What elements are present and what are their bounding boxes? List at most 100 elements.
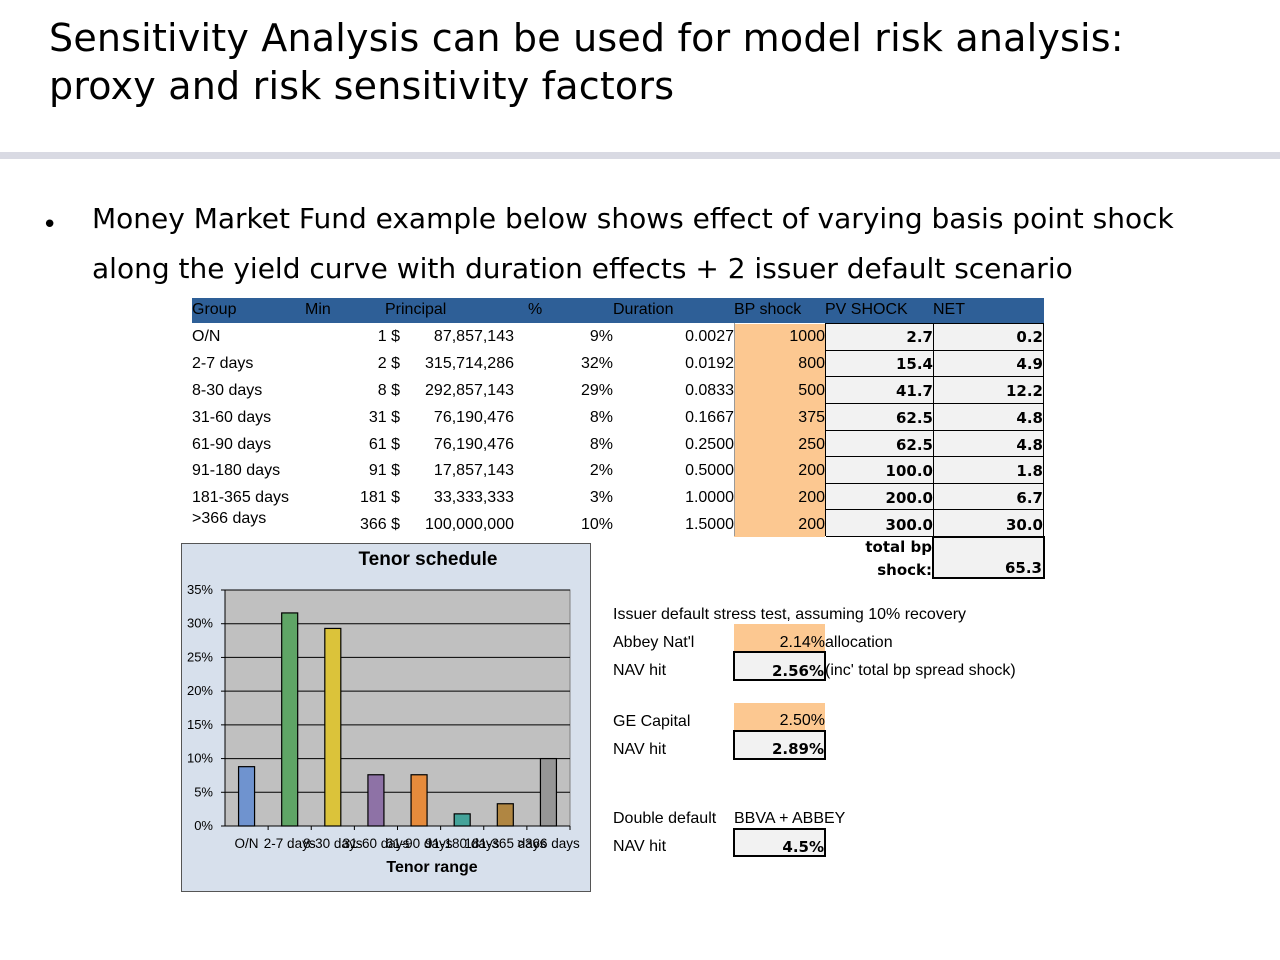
abbey-allocation: 2.14%: [779, 634, 825, 651]
grid-line: [734, 323, 735, 536]
table-cell-group: 61-90 days: [192, 436, 272, 453]
ge-nav-box: [733, 730, 826, 760]
header-principal: Principal: [385, 301, 447, 318]
x-tick-label: 8-30 days: [303, 836, 363, 851]
table-cell-duration: 1.5000: [685, 516, 734, 533]
table-cell-bp-shock: 200: [798, 489, 825, 506]
table-cell-duration: 0.2500: [685, 436, 734, 453]
total-label-line-2: shock:: [877, 561, 932, 579]
x-tick-label: 181-365 days: [464, 836, 546, 851]
double-nav-label: NAV hit: [613, 838, 667, 855]
title-divider: [0, 152, 1280, 159]
header-pv-shock: PV SHOCK: [825, 301, 908, 318]
table-cell-pv-shock: 62.5: [895, 436, 933, 454]
table-cell-group: 8-30 days: [192, 382, 263, 399]
table-cell-principal: 100,000,000: [425, 516, 514, 533]
table-cell-min: 91 $: [368, 462, 400, 479]
bp-shock-cell: [734, 484, 825, 511]
y-tick-label: 30%: [187, 616, 213, 631]
y-tick-label: 20%: [187, 683, 213, 698]
x-tick-label: 91-180 days: [425, 836, 500, 851]
table-cell-min: 366 $: [359, 516, 400, 533]
table-cell-pv-shock: 200.0: [885, 489, 933, 507]
pv-net-cell-bg: [826, 405, 1044, 432]
chart-title: Tenor schedule: [358, 549, 498, 570]
table-cell-min: 8 $: [377, 382, 400, 399]
grid-line: [826, 509, 1044, 510]
abbey-nav-bg: [734, 652, 825, 680]
grid-line: [826, 456, 1044, 457]
chart-x-axis-title: Tenor range: [386, 859, 478, 876]
table-cell-min: 2 $: [377, 355, 400, 372]
table-cell-net: 30.0: [1005, 516, 1043, 534]
ge-nav-hit: 2.89%: [771, 740, 824, 758]
stress-heading: Issuer default stress test, assuming 10%…: [613, 606, 967, 623]
grid-line: [825, 323, 826, 536]
bp-shock-cell: [734, 431, 825, 458]
table-cell-duration: 0.0027: [685, 328, 734, 345]
bar: [496, 803, 514, 827]
grid-line: [826, 403, 1044, 404]
abbey-nav-hit: 2.56%: [771, 662, 824, 680]
grid-line: [1043, 323, 1044, 536]
y-tick-label: 25%: [187, 649, 213, 664]
bp-shock-cell: [734, 510, 825, 537]
table-cell-duration: 0.0833: [685, 382, 734, 399]
table-cell-min: 1 $: [377, 328, 400, 345]
header-min: Min: [305, 301, 331, 318]
pv-net-cell-bg: [826, 510, 1044, 537]
table-cell-percent: 32%: [580, 355, 613, 372]
total-value-box: [932, 536, 1045, 579]
table-cell-duration: 0.1667: [685, 409, 734, 426]
y-tick-label: 35%: [187, 582, 213, 597]
bar: [453, 813, 471, 827]
table-cell-principal: 33,333,333: [433, 489, 514, 506]
table-cell-min: 61 $: [368, 436, 400, 453]
grid-line: [826, 323, 1044, 324]
bar: [281, 612, 299, 827]
double-default-names: BBVA + ABBEY: [734, 810, 846, 827]
y-tick-label: 10%: [187, 751, 213, 766]
slide-title-line-1: Sensitivity Analysis can be used for mod…: [49, 16, 1124, 60]
table-cell-net: 1.8: [1016, 462, 1043, 480]
table-cell-percent: 10%: [580, 516, 613, 533]
table-cell-net: 12.2: [1005, 382, 1043, 400]
double-nav-box: [733, 828, 826, 857]
table-cell-pv-shock: 41.7: [895, 382, 933, 400]
y-tick-label: 5%: [194, 784, 213, 799]
y-tick-label: 15%: [187, 717, 213, 732]
table-cell-group: 2-7 days: [192, 355, 254, 372]
bullet-text: Money Market Fund example below shows ef…: [92, 194, 1242, 294]
bullet-icon: •: [42, 210, 58, 240]
table-cell-duration: 0.5000: [685, 462, 734, 479]
bullet-line-2: along the yield curve with duration effe…: [92, 252, 1073, 285]
pv-net-cell-bg: [826, 324, 1044, 351]
table-cell-bp-shock: 800: [798, 355, 825, 372]
abbey-nav-label: NAV hit: [613, 662, 667, 679]
table-cell-principal: 292,857,143: [425, 382, 514, 399]
slide-title-line-2: proxy and risk sensitivity factors: [49, 64, 675, 108]
table-cell-bp-shock: 200: [798, 516, 825, 533]
grid-line: [826, 376, 1044, 377]
grid-line: [826, 430, 1044, 431]
x-tick-label: O/N: [235, 836, 259, 851]
table-cell-pv-shock: 2.7: [906, 328, 933, 346]
table-cell-pv-shock: 62.5: [895, 409, 933, 427]
table-cell-principal: 87,857,143: [433, 328, 514, 345]
table-cell-min: 181 $: [359, 489, 400, 506]
table-cell-bp-shock: 1000: [789, 328, 825, 345]
table-cell-group: O/N: [192, 328, 221, 345]
abbey-allocation-cell: [734, 624, 825, 652]
bp-shock-cell: [734, 351, 825, 378]
table-cell-group: 181-365 days: [192, 489, 289, 506]
table-cell-bp-shock: 200: [798, 462, 825, 479]
header-bp-shock: BP shock: [734, 301, 802, 318]
bar: [539, 757, 558, 827]
ge-allocation-cell: [734, 703, 825, 731]
table-cell-group: 31-60 days: [192, 409, 272, 426]
table-cell-group: 91-180 days: [192, 462, 281, 479]
bp-shock-cell: [734, 458, 825, 485]
plot-area: [224, 589, 571, 827]
table-cell-principal: 76,190,476: [433, 436, 514, 453]
